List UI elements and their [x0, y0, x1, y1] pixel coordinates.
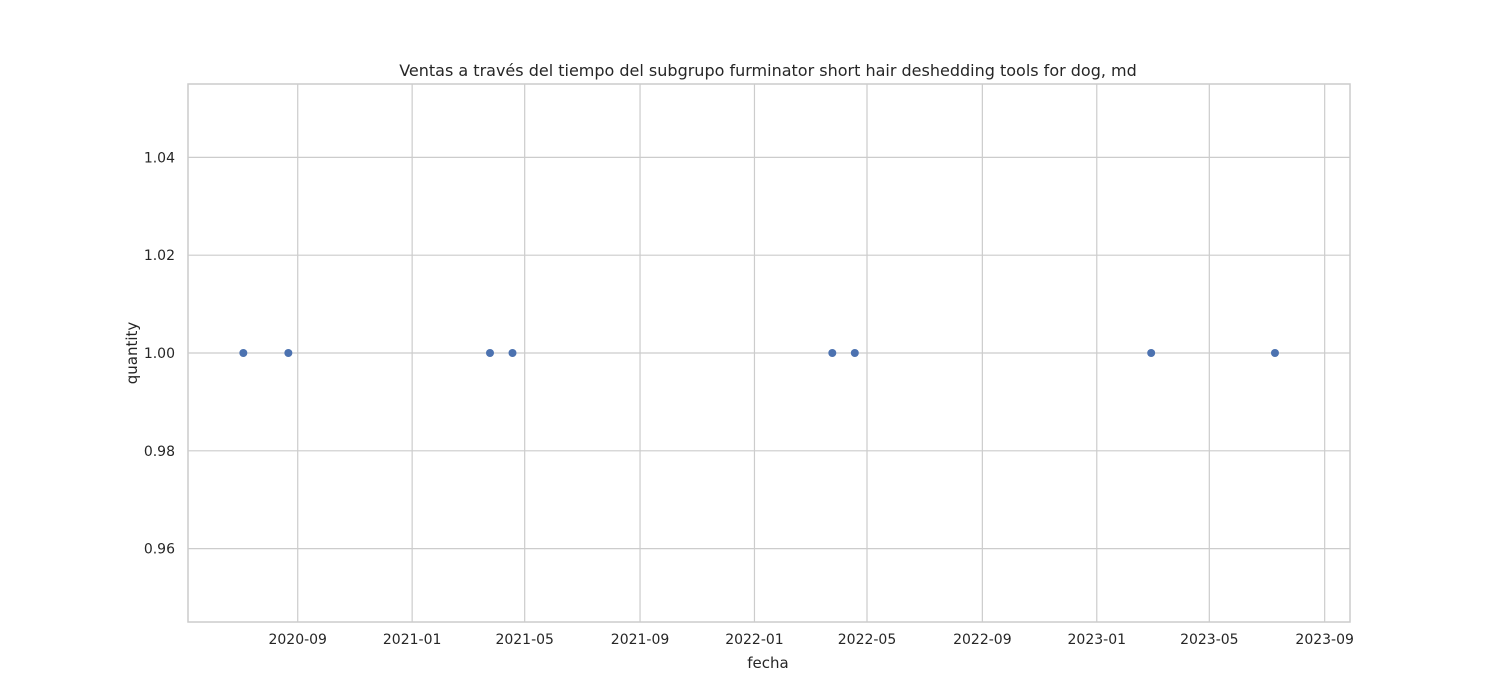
- data-point: [284, 349, 293, 357]
- y-tick-label: 1.00: [144, 346, 175, 362]
- x-tick-label: 2022-01: [725, 632, 784, 648]
- y-tick-label: 0.96: [144, 542, 175, 558]
- x-tick-label: 2021-09: [611, 632, 670, 648]
- x-tick-label: 2021-01: [383, 632, 442, 648]
- data-point: [828, 349, 837, 357]
- data-point: [1270, 349, 1279, 357]
- y-tick-label: 1.04: [144, 150, 175, 166]
- x-tick-label: 2023-09: [1295, 632, 1354, 648]
- x-tick-label: 2023-01: [1068, 632, 1127, 648]
- x-tick-label: 2022-05: [838, 632, 897, 648]
- data-points: [239, 349, 1279, 357]
- data-point: [239, 349, 248, 357]
- x-tick-label: 2022-09: [953, 632, 1012, 648]
- data-point: [850, 349, 859, 357]
- x-tick-label: 2021-05: [495, 632, 554, 648]
- grid-lines: [188, 84, 1350, 622]
- data-point: [508, 349, 517, 357]
- chart-title: Ventas a través del tiempo del subgrupo …: [399, 61, 1137, 80]
- y-axis-ticks: 0.96 0.98 1.00 1.02 1.04: [144, 150, 175, 557]
- x-tick-label: 2023-05: [1180, 632, 1239, 648]
- x-axis-ticks: 2020-09 2021-01 2021-05 2021-09 2022-01 2022-…: [268, 632, 1353, 648]
- x-tick-label: 2020-09: [268, 632, 327, 648]
- data-point: [1147, 349, 1156, 357]
- plot-area-frame: [187, 83, 1351, 623]
- y-tick-label: 1.02: [144, 248, 175, 264]
- data-point: [485, 349, 494, 357]
- x-axis-label: fecha: [747, 654, 788, 672]
- y-axis-label: quantity: [123, 322, 141, 385]
- y-tick-label: 0.98: [144, 444, 175, 460]
